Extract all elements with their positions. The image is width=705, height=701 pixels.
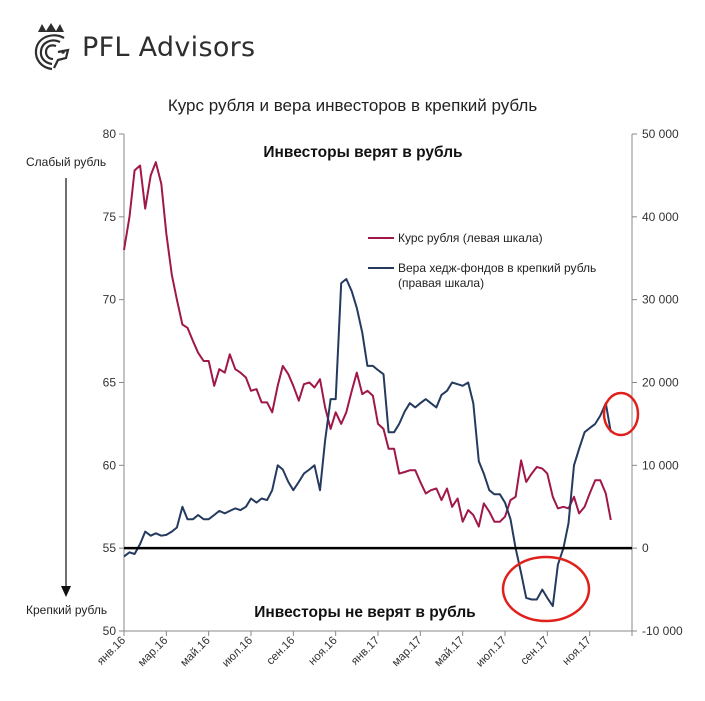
- weak-ruble-label: Слабый рубль: [26, 155, 106, 169]
- ruble-rate-line: [123, 161, 612, 528]
- right-tick-label: -10 000: [642, 624, 683, 638]
- x-tick-label: янв.17: [349, 635, 382, 668]
- left-tick-label: 60: [103, 458, 117, 472]
- brand-name: PFL Advisors: [82, 31, 256, 63]
- legend-label: Курс рубля (левая шкала): [398, 231, 543, 245]
- x-tick-label: сен.17: [519, 635, 552, 668]
- legend-label: Вера хедж-фондов в крепкий рубль (правая …: [398, 261, 596, 290]
- x-tick-label: май.16: [178, 635, 212, 669]
- x-tick-label: июл.17: [474, 635, 509, 670]
- x-tick-label: июл.16: [220, 635, 255, 670]
- x-tick-label: мар.17: [390, 635, 424, 669]
- believe-annotation: Инвесторы верят в рубль: [263, 144, 462, 161]
- x-tick-label: янв.16: [95, 635, 128, 668]
- left-tick-label: 65: [103, 376, 117, 390]
- left-tick-label: 55: [103, 541, 117, 555]
- chart-title: Курс рубля и вера инвесторов в крепкий р…: [167, 96, 538, 115]
- right-tick-label: 30 000: [642, 293, 679, 307]
- right-tick-label: 40 000: [642, 210, 679, 224]
- strong-ruble-label: Крепкий рубль: [26, 603, 107, 617]
- x-tick-label: ноя.16: [307, 635, 340, 668]
- left-tick-label: 70: [103, 293, 117, 307]
- x-tick-label: май.17: [432, 635, 466, 669]
- left-tick-label: 75: [103, 210, 117, 224]
- hedge-fund-line: [123, 278, 612, 608]
- direction-arrow-head: [61, 586, 71, 597]
- x-tick-label: сен.16: [265, 635, 298, 668]
- disbelieve-annotation: Инвесторы не верят в рубль: [254, 604, 475, 621]
- peak-highlight-ellipse: [602, 391, 640, 437]
- right-tick-label: 10 000: [642, 458, 679, 472]
- right-tick-label: 0: [642, 541, 649, 555]
- right-tick-label: 50 000: [642, 127, 679, 141]
- left-tick-label: 50: [103, 624, 117, 638]
- x-tick-label: мар.16: [136, 635, 170, 669]
- dip-highlight-ellipse: [501, 555, 591, 623]
- right-tick-label: 20 000: [642, 376, 679, 390]
- brand-logo: PFL Advisors: [28, 22, 255, 72]
- lion-icon: [34, 23, 70, 71]
- x-tick-label: ноя.17: [561, 635, 594, 668]
- left-tick-label: 80: [103, 127, 117, 141]
